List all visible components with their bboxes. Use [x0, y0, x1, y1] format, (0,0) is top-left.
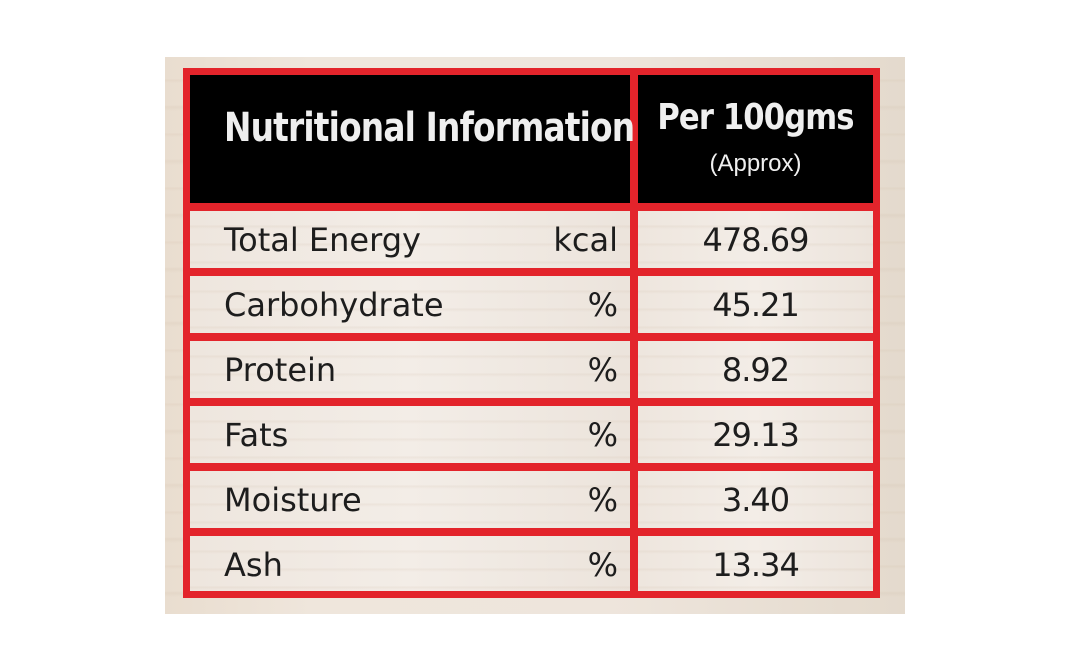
- nutrient-value: 29.13: [712, 416, 800, 454]
- nutrient-label: Ash: [224, 546, 283, 584]
- unit-label: %: [587, 546, 618, 584]
- unit-label: kcal: [553, 221, 618, 259]
- table-row: Carbohydrate %: [190, 276, 630, 333]
- approx-label: (Approx): [709, 150, 802, 177]
- nutrient-value: 8.92: [721, 351, 790, 389]
- nutrient-label: Fats: [224, 416, 289, 454]
- unit-label: %: [587, 416, 618, 454]
- nutrient-value: 3.40: [721, 481, 790, 519]
- value-cell: 8.92: [638, 341, 873, 398]
- header-per-cell: Per 100gms (Approx): [638, 75, 873, 203]
- nutrient-value: 45.21: [712, 286, 800, 324]
- nutrient-label: Protein: [224, 351, 337, 389]
- nutrient-value: 13.34: [712, 546, 800, 584]
- unit-label: %: [587, 481, 618, 519]
- per-100gms-label: Per 100gms: [657, 97, 854, 138]
- value-cell: 45.21: [638, 276, 873, 333]
- nutrition-table: Nutritional Information Per 100gms (Appr…: [183, 68, 880, 598]
- value-cell: 13.34: [638, 536, 873, 591]
- nutrient-label: Total Energy: [224, 221, 421, 259]
- unit-label: %: [587, 351, 618, 389]
- unit-label: %: [587, 286, 618, 324]
- header-title-cell: Nutritional Information: [190, 75, 635, 203]
- nutrient-label: Carbohydrate: [224, 286, 444, 324]
- value-cell: 478.69: [638, 211, 873, 268]
- table-row: Protein %: [190, 341, 630, 398]
- value-cell: 29.13: [638, 406, 873, 463]
- table-row: Fats %: [190, 406, 630, 463]
- table-title: Nutritional Information: [224, 105, 635, 151]
- table-row: Ash %: [190, 536, 630, 591]
- nutrient-label: Moisture: [224, 481, 362, 519]
- table-row: Total Energy kcal: [190, 211, 630, 268]
- nutrient-value: 478.69: [702, 221, 810, 259]
- value-cell: 3.40: [638, 471, 873, 528]
- table-row: Moisture %: [190, 471, 630, 528]
